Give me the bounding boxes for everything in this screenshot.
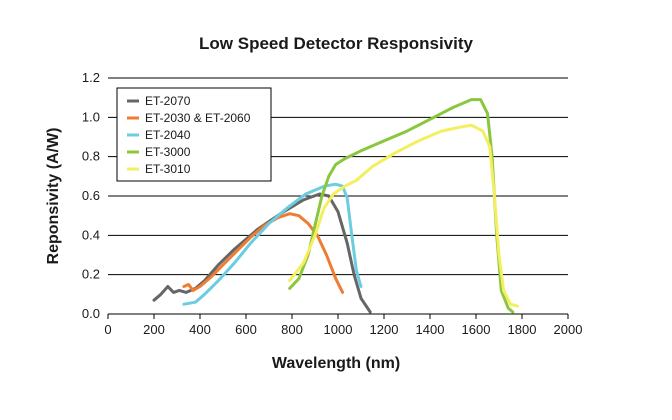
legend-label: ET-2040 xyxy=(145,128,191,142)
y-tick-label: 0.6 xyxy=(82,188,100,203)
x-tick-label: 1600 xyxy=(462,322,491,337)
legend-label: ET-3010 xyxy=(145,162,191,176)
x-tick-label: 1800 xyxy=(508,322,537,337)
x-tick-label: 1200 xyxy=(370,322,399,337)
axis-ticks: 0.0 0.2 0.4 0.6 0.8 1.0 1.2 0 200 400 600 800 1000 12… xyxy=(82,70,583,337)
legend: ET-2070 ET-2030 & ET-2060 ET-2040 ET-3000 ET… xyxy=(116,87,272,182)
legend-label: ET-2070 xyxy=(145,94,191,108)
y-tick-label: 0.8 xyxy=(82,149,100,164)
y-tick-label: 1.2 xyxy=(82,70,100,85)
x-tick-label: 200 xyxy=(143,322,165,337)
y-axis-label: Reponsivity (A/W) xyxy=(45,128,62,265)
series-line-et-2070 xyxy=(152,192,372,314)
x-tick-label: 800 xyxy=(281,322,303,337)
y-tick-label: 0.0 xyxy=(82,306,100,321)
x-tick-label: 1000 xyxy=(324,322,353,337)
x-axis-label: Wavelength (nm) xyxy=(272,355,400,372)
x-tick-label: 0 xyxy=(104,322,111,337)
y-tick-label: 1.0 xyxy=(82,109,100,124)
y-tick-label: 0.2 xyxy=(82,267,100,282)
y-tick-label: 0.4 xyxy=(82,227,100,242)
legend-label: ET-3000 xyxy=(145,145,191,159)
x-tick-label: 1400 xyxy=(416,322,445,337)
series-line-et-2040 xyxy=(182,182,363,306)
series-lines xyxy=(152,98,519,314)
chart-title: Low Speed Detector Responsivity xyxy=(199,34,473,53)
series-line-et-3000 xyxy=(288,98,515,314)
x-tick-label: 400 xyxy=(189,322,211,337)
legend-label: ET-2030 & ET-2060 xyxy=(145,111,251,125)
series-line-et-2030-et-2060 xyxy=(182,212,345,294)
x-tick-label: 2000 xyxy=(554,322,583,337)
legend-box xyxy=(116,87,272,182)
x-tick-label: 600 xyxy=(235,322,257,337)
series-line-et-3010 xyxy=(288,123,519,308)
